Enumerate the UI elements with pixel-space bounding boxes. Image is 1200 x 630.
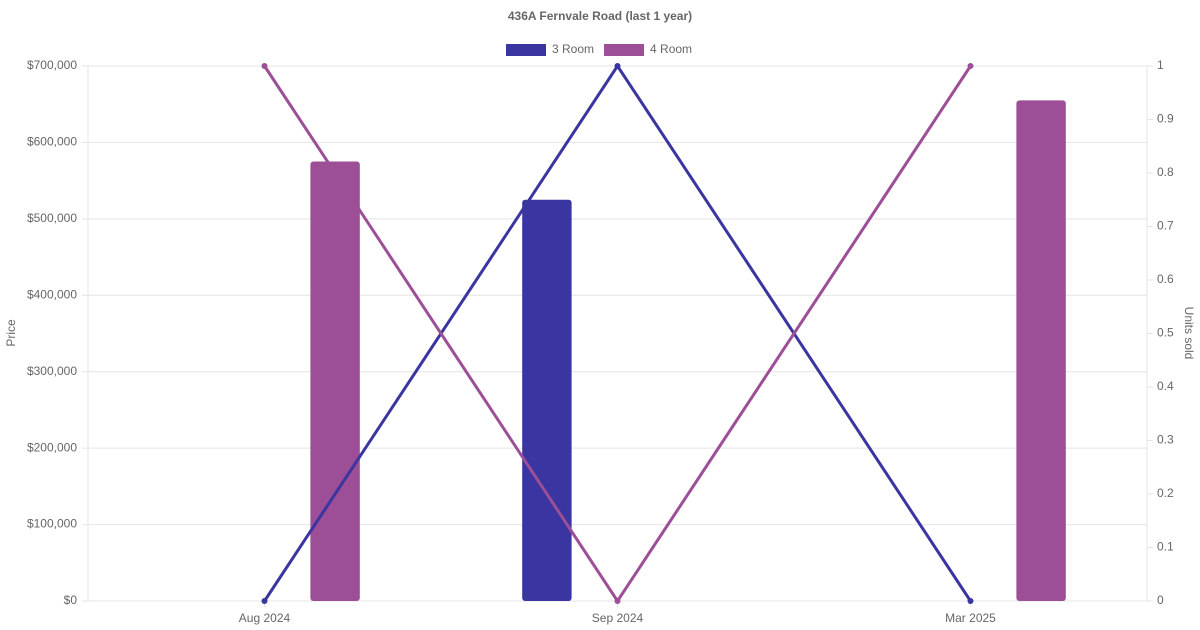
y2-tick-label: 0.1: [1157, 540, 1174, 554]
y-tick-label: $600,000: [27, 135, 77, 149]
point: [261, 63, 268, 69]
x-tick-label: Mar 2025: [945, 611, 996, 625]
y-tick-label: $0: [64, 593, 78, 607]
y2-tick-label: 1: [1157, 58, 1164, 72]
point: [261, 598, 268, 604]
y2-tick-label: 0.6: [1157, 272, 1174, 286]
legend-swatch: [506, 44, 546, 56]
point: [967, 63, 974, 69]
y-tick-label: $100,000: [27, 517, 77, 531]
y2-axis-label: Units sold: [1182, 307, 1196, 360]
point: [614, 598, 621, 604]
x-tick-label: Aug 2024: [239, 611, 291, 625]
y2-tick-label: 0: [1157, 593, 1164, 607]
y2-tick-label: 0.3: [1157, 433, 1174, 447]
bar: [522, 199, 572, 601]
y2-tick-label: 0.5: [1157, 326, 1174, 340]
y2-tick-label: 0.4: [1157, 379, 1174, 393]
legend-label: 3 Room: [552, 42, 594, 56]
line: [263, 65, 972, 604]
y-tick-label: $500,000: [27, 211, 77, 225]
line: [263, 63, 972, 602]
chart-title: 436A Fernvale Road (last 1 year): [508, 9, 692, 23]
y-tick-label: $200,000: [27, 440, 77, 454]
y-tick-label: $300,000: [27, 364, 77, 378]
y-axis-label: Price: [4, 319, 18, 347]
y-tick-label: $400,000: [27, 287, 77, 301]
y2-tick-label: 0.7: [1157, 219, 1174, 233]
y2-tick-label: 0.2: [1157, 486, 1174, 500]
point: [614, 63, 621, 69]
legend-label: 4 Room: [650, 42, 692, 56]
point: [967, 598, 974, 604]
y2-tick-label: 0.9: [1157, 112, 1174, 126]
bar: [1016, 100, 1066, 602]
y-tick-label: $700,000: [27, 58, 77, 72]
x-tick-label: Sep 2024: [592, 611, 644, 625]
bar: [310, 161, 360, 602]
legend-swatch: [604, 44, 645, 56]
y2-tick-label: 0.8: [1157, 165, 1174, 179]
